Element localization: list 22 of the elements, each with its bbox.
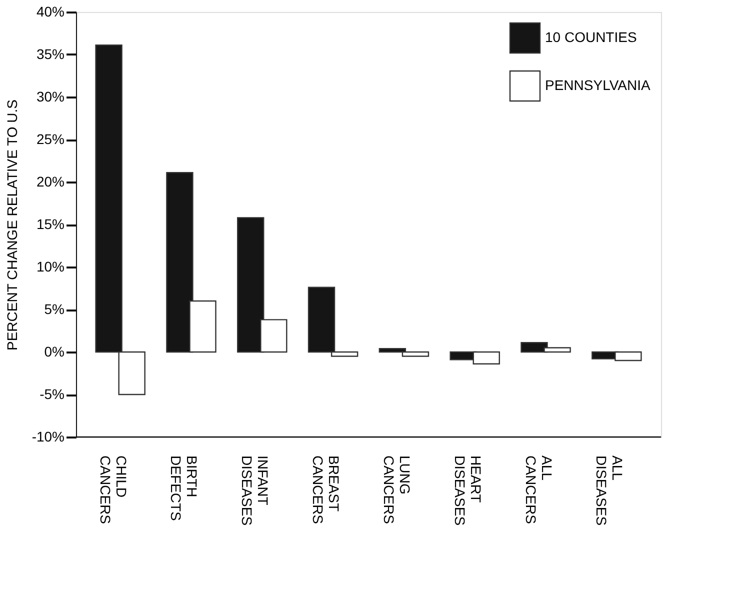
y-tick-label: 30%: [36, 88, 64, 104]
x-tick-label: BREAST CANCERS: [310, 456, 342, 524]
x-tick-label: LUNG CANCERS: [380, 456, 413, 524]
y-axis-title: PERCENT CHANGE RELATIVE TO U.S: [4, 99, 20, 351]
x-tick-label: BIRTH DEFECTS: [168, 456, 200, 521]
x-tick-label: HEART DISEASES: [452, 456, 484, 526]
legend-label: PENNSYLVANIA: [545, 77, 651, 93]
x-tick-label: INFANT DISEASES: [239, 456, 272, 526]
x-tick-label: ALL CANCERS: [522, 456, 555, 524]
y-tick-label: 5%: [44, 301, 64, 317]
x-tick-label: ALL DISEASES: [594, 456, 626, 526]
x-tick-label: CHILD CANCERS: [97, 456, 130, 524]
y-tick-label: 40%: [36, 4, 64, 20]
y-tick-label: 35%: [36, 46, 64, 62]
legend-label: 10 COUNTIES: [545, 29, 637, 45]
y-tick-label: 10%: [36, 258, 64, 274]
y-tick-label: 25%: [36, 131, 64, 147]
y-tick-label: 20%: [36, 174, 64, 190]
y-tick-label: -10%: [32, 428, 64, 444]
y-tick-label: 15%: [36, 216, 64, 232]
y-tick-label: -5%: [40, 386, 64, 402]
y-tick-label: 0%: [44, 344, 64, 360]
